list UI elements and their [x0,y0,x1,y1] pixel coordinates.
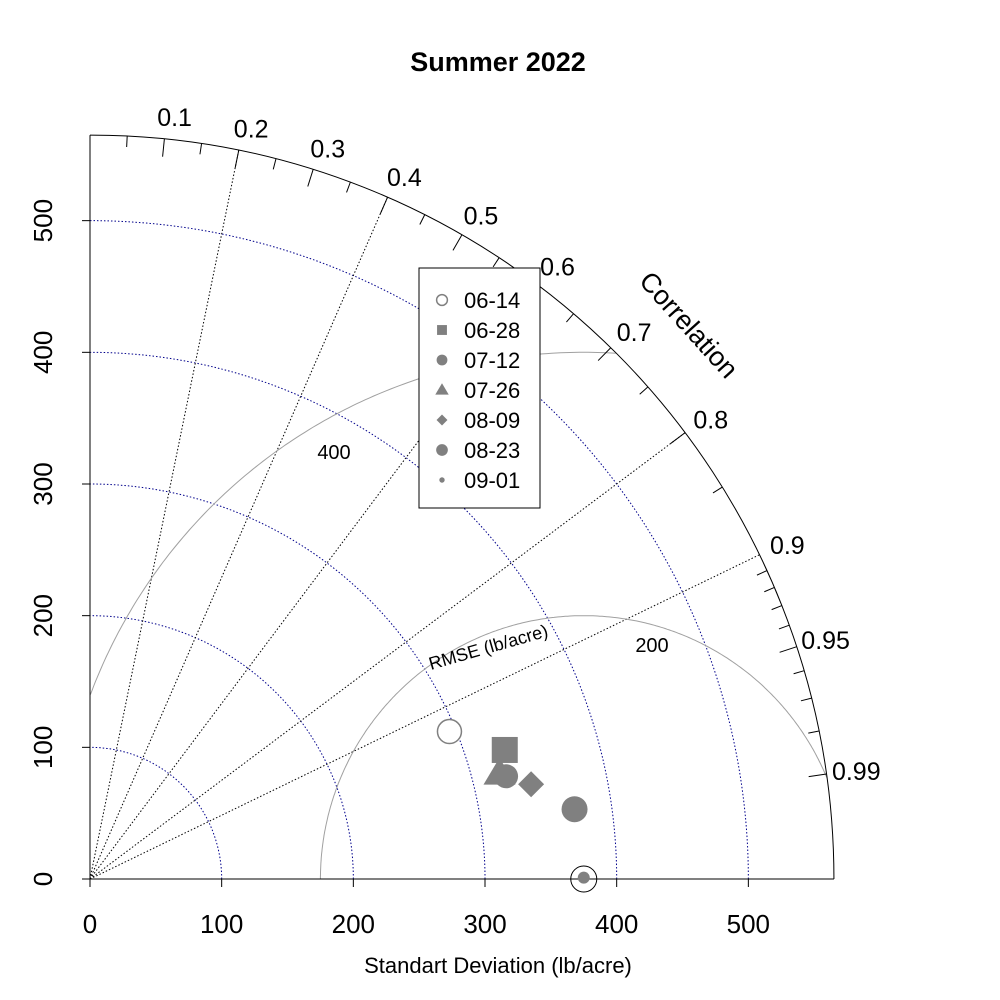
sd-arc [89,220,749,880]
y-tick-label: 100 [28,726,58,769]
correlation-rays [89,149,760,880]
correlation-tick [597,347,612,361]
correlation-tick [756,570,768,576]
data-point [491,736,518,763]
x-axis-label: Standart Deviation (lb/acre) [364,953,632,978]
legend: 06-14 06-28 07-12 07-26 08-09 08-23 09-01 [418,267,541,509]
correlation-tick [566,313,574,323]
legend-entry: 06-28 [464,318,520,343]
correlation-tick-label: 0.4 [387,164,422,192]
sd-arc [89,483,486,880]
sd-arc [89,615,354,880]
correlation-tick [492,257,500,268]
correlation-tick-label: 0.2 [234,116,269,144]
x-tick-label: 400 [595,909,638,939]
correlation-tick [419,214,426,225]
correlation-tick [452,234,463,251]
legend-marker [436,354,448,366]
correlation-tick [126,135,128,148]
legend-marker [435,293,449,307]
correlation-tick [778,624,790,630]
data-point [436,718,463,745]
correlation-tick [793,670,805,675]
data-point [577,871,590,884]
legend-entry: 06-14 [464,288,520,313]
correlation-tick-label: 0.1 [157,104,192,132]
correlation-tick-label: 0.6 [540,253,575,281]
legend-entry: 08-09 [464,408,520,433]
correlation-tick [272,158,277,170]
correlation-tick [670,432,686,444]
correlation-tick-label: 0.99 [832,758,881,786]
legend-marker [436,444,448,456]
correlation-tick [199,143,203,155]
x-tick-label: 200 [332,909,375,939]
correlation-tick-label: 0.5 [464,203,499,231]
outer-arc [89,134,835,880]
y-tick-label: 500 [28,199,58,242]
x-tick-label: 0 [83,909,97,939]
correlation-ray [89,196,389,880]
legend-marker [435,383,449,395]
correlation-tick [639,386,649,395]
x-tick-label: 500 [727,909,770,939]
y-tick-label: 200 [28,594,58,637]
x-tick-label: 300 [463,909,506,939]
correlation-tick [800,697,812,702]
rmse-arc-label: 200 [635,635,668,657]
correlation-tick [307,169,314,187]
data-points [436,718,598,893]
correlation-ray [89,554,760,880]
correlation-tick [346,181,351,193]
chart-title: Summer 2022 [410,47,586,77]
legend-marker [439,477,445,483]
correlation-tick-label: 0.8 [693,406,728,434]
correlation-tick-label: 0.95 [801,627,850,655]
legend-entry: 07-12 [464,348,520,373]
rmse-arc [319,615,828,879]
correlation-ray [89,149,240,880]
rmse-arc-label: 400 [317,442,350,464]
legend-marker [436,414,448,426]
y-tick-label: 300 [28,462,58,505]
correlation-tick [764,586,775,593]
axes [89,134,835,880]
x-tick-label: 100 [200,909,243,939]
sd-ticks: 0 0 100 100 200 200 300 300 400 400 500 500 [28,199,770,939]
legend-marker [437,325,447,335]
correlation-tick-label: 0.9 [770,532,805,560]
correlation-tick [712,486,723,494]
correlation-tick [379,196,389,214]
legend-box [418,267,541,509]
y-tick-label: 400 [28,331,58,374]
correlation-tick-label: 0.3 [310,135,345,163]
legend-entry: 08-23 [464,438,520,463]
reference-point [570,865,598,893]
correlation-ticks: 0.1 0.2 0.3 0.4 0.5 0.6 0.7 0.8 0.9 0.95 0.99 [126,104,881,786]
correlation-tick [808,773,827,778]
data-point [483,757,516,785]
data-point [518,771,545,798]
legend-entry: 09-01 [464,468,520,493]
y-tick-label: 0 [28,872,58,886]
rmse-axis-label: RMSE (lb/acre) [426,621,550,674]
correlation-tick [771,605,783,611]
sd-arc [89,746,223,880]
correlation-tick [162,138,165,157]
data-point [561,796,588,823]
legend-entry: 07-26 [464,378,520,403]
correlation-ray [89,432,686,880]
correlation-tick [779,646,797,653]
correlation-tick [808,730,820,734]
correlation-tick-label: 0.7 [617,319,652,347]
correlation-tick [234,149,240,168]
